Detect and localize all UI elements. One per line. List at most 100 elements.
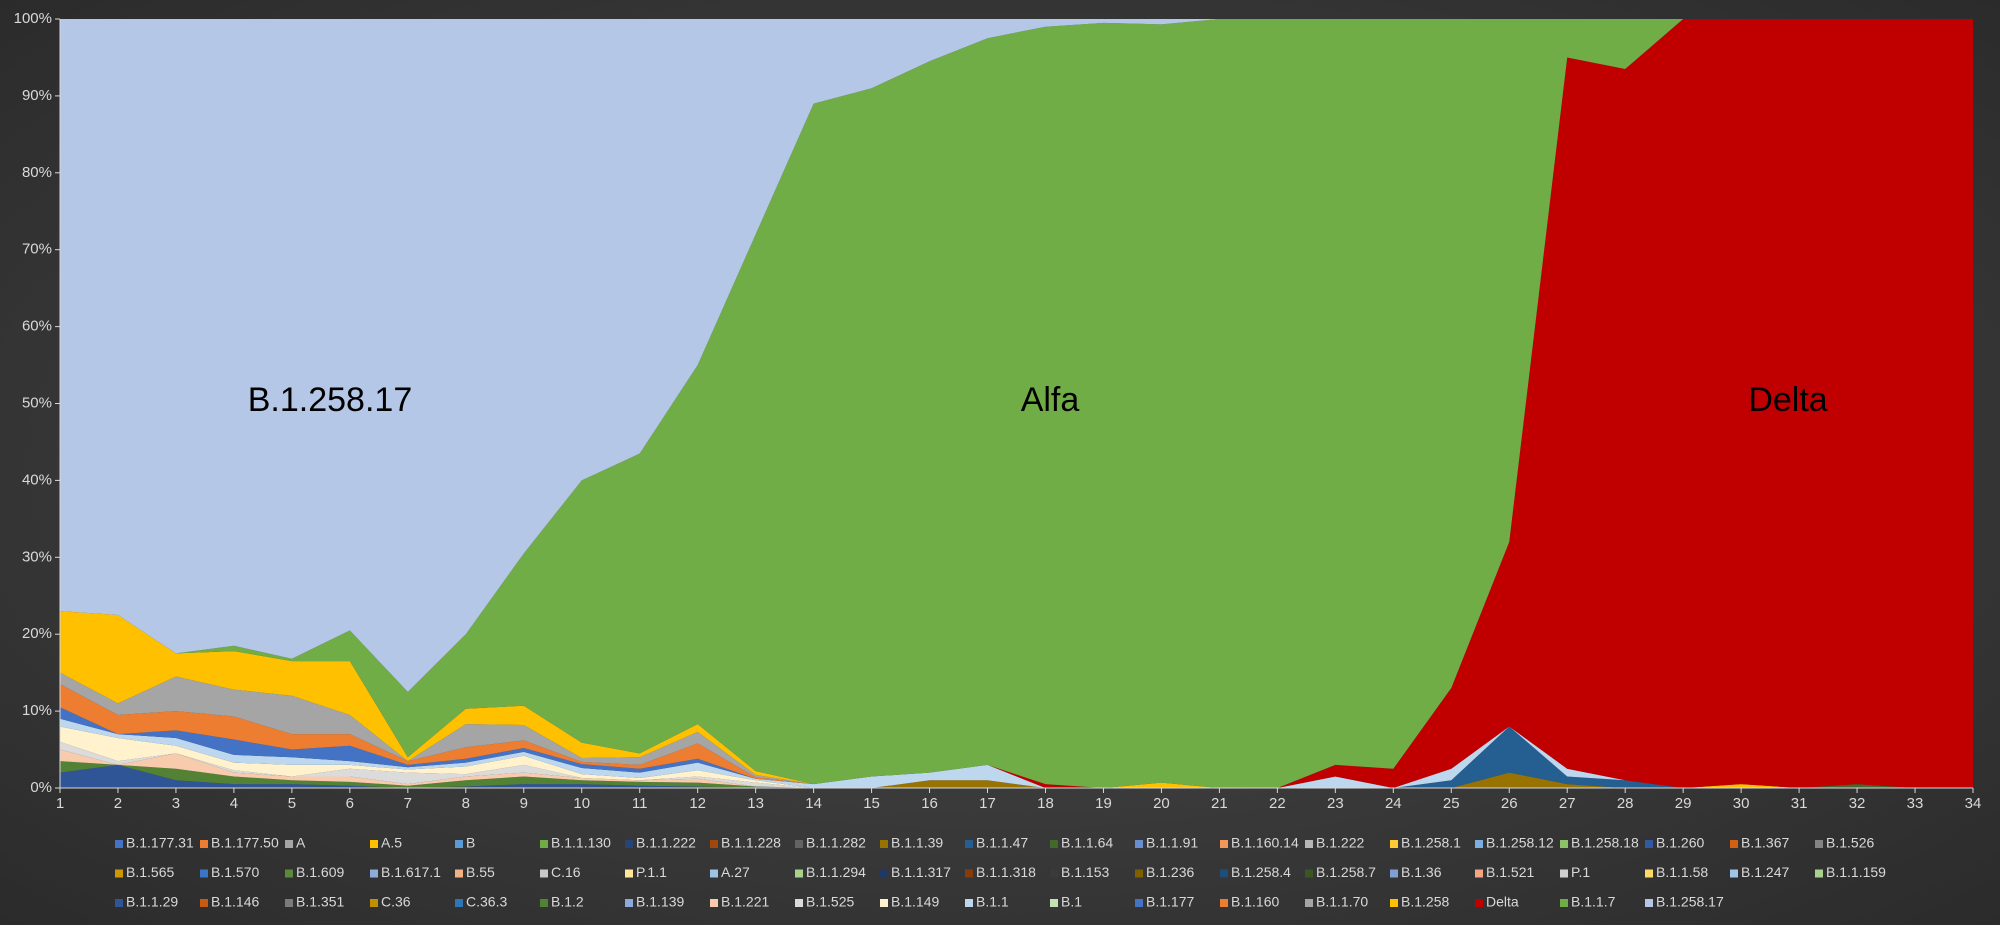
legend-label: B.1.1.159 [1826, 864, 1886, 880]
legend-swatch [965, 899, 973, 907]
y-tick-label: 20% [22, 625, 52, 642]
x-tick-label: 4 [230, 795, 238, 812]
legend-swatch [200, 840, 208, 848]
legend-label: B.1.1.64 [1061, 835, 1113, 851]
legend-label: B.1.160.14 [1231, 835, 1299, 851]
legend-label: B.1.236 [1146, 864, 1194, 880]
legend-swatch [625, 840, 633, 848]
legend-label: B.1.1.7 [1571, 894, 1616, 910]
legend-label: B.1.1 [976, 894, 1009, 910]
x-tick-label: 19 [1095, 795, 1112, 812]
legend-swatch [200, 899, 208, 907]
legend-label: Delta [1486, 894, 1519, 910]
legend-swatch [625, 869, 633, 878]
area [60, 726, 1973, 788]
legend-swatch [1135, 899, 1143, 907]
legend-swatch [1560, 840, 1568, 848]
legend-swatch [880, 899, 888, 907]
legend-swatch [285, 899, 293, 907]
legend-label: C.36.3 [466, 894, 507, 910]
legend-swatch [1220, 899, 1228, 907]
legend-label: B.1.221 [721, 894, 769, 910]
area [60, 726, 1973, 788]
x-tick-label: 20 [1153, 795, 1170, 812]
legend-label: B.1.351 [296, 894, 344, 910]
legend-swatch [1050, 869, 1058, 878]
legend-swatch [285, 869, 293, 878]
y-tick-label: 0% [30, 779, 52, 796]
x-tick-label: 1 [56, 795, 64, 812]
x-tick-label: 13 [747, 795, 764, 812]
legend-label: B.1.570 [211, 864, 259, 880]
x-tick-label: 23 [1327, 795, 1344, 812]
x-tick-label: 6 [346, 795, 354, 812]
legend-label: B.1.1.91 [1146, 835, 1198, 851]
legend: B.1.177.31 B.1.177.50 A A.5 B B.1.1.130 B.1.1.… [115, 835, 1886, 910]
legend-label: B.1.565 [126, 864, 174, 880]
x-tick-label: 7 [404, 795, 412, 812]
legend-label: B.1.258.7 [1316, 864, 1376, 880]
legend-label: B.1.258.18 [1571, 835, 1639, 851]
x-tick-label: 30 [1733, 795, 1750, 812]
area [60, 19, 1973, 692]
legend-label: B.1.367 [1741, 835, 1789, 851]
x-tick-label: 3 [172, 795, 180, 812]
y-tick-label: 70% [22, 241, 52, 258]
legend-label: B.1.177.31 [126, 835, 194, 851]
legend-swatch [455, 869, 463, 878]
legend-label: A.27 [721, 864, 750, 880]
legend-swatch [540, 899, 548, 907]
area [60, 726, 1973, 788]
x-tick-label: 11 [632, 795, 648, 812]
legend-label: B.1.1.318 [976, 864, 1036, 880]
legend-label: B.1.525 [806, 894, 854, 910]
y-tick-label: 100% [14, 10, 52, 27]
legend-swatch [1475, 840, 1483, 848]
annotation: Alfa [1021, 381, 1080, 419]
legend-label: B.1.1.294 [806, 864, 866, 880]
x-tick-label: 16 [921, 795, 938, 812]
legend-swatch [115, 899, 123, 907]
legend-swatch [370, 899, 378, 907]
legend-swatch [710, 840, 718, 848]
legend-label: B.1.160 [1231, 894, 1279, 910]
legend-label: B.1.617.1 [381, 864, 441, 880]
legend-label: B.1.1.47 [976, 835, 1028, 851]
y-tick-label: 30% [22, 548, 52, 565]
legend-label: B.1.1.70 [1316, 894, 1368, 910]
legend-swatch [540, 869, 548, 878]
legend-label: B.1.526 [1826, 835, 1874, 851]
legend-swatch [625, 899, 633, 907]
y-tick-label: 80% [22, 164, 52, 181]
x-tick-label: 25 [1443, 795, 1460, 812]
legend-label: C.36 [381, 894, 411, 910]
annotation: B.1.258.17 [248, 381, 412, 419]
y-tick-label: 50% [22, 394, 52, 411]
legend-swatch [1645, 869, 1653, 878]
x-tick-label: 18 [1037, 795, 1054, 812]
legend-label: B.1.1.228 [721, 835, 781, 851]
legend-label: B.1.146 [211, 894, 259, 910]
legend-swatch [1815, 840, 1823, 848]
legend-swatch [1050, 899, 1058, 907]
legend-swatch [1560, 869, 1568, 878]
x-tick-label: 21 [1211, 795, 1228, 812]
area [60, 782, 1973, 788]
legend-swatch [710, 899, 718, 907]
x-tick-label: 2 [114, 795, 122, 812]
legend-swatch [1305, 840, 1313, 848]
legend-label: B.1.36 [1401, 864, 1442, 880]
x-tick-label: 22 [1269, 795, 1286, 812]
y-tick-label: 60% [22, 318, 52, 335]
legend-swatch [1135, 869, 1143, 878]
legend-swatch [455, 899, 463, 907]
annotation: Delta [1748, 381, 1827, 419]
x-tick-label: 27 [1559, 795, 1576, 812]
legend-swatch [1645, 840, 1653, 848]
legend-swatch [115, 840, 123, 848]
x-tick-label: 14 [805, 795, 822, 812]
x-tick-label: 28 [1617, 795, 1634, 812]
legend-label: B.1.149 [891, 894, 939, 910]
legend-label: B.1.2 [551, 894, 584, 910]
